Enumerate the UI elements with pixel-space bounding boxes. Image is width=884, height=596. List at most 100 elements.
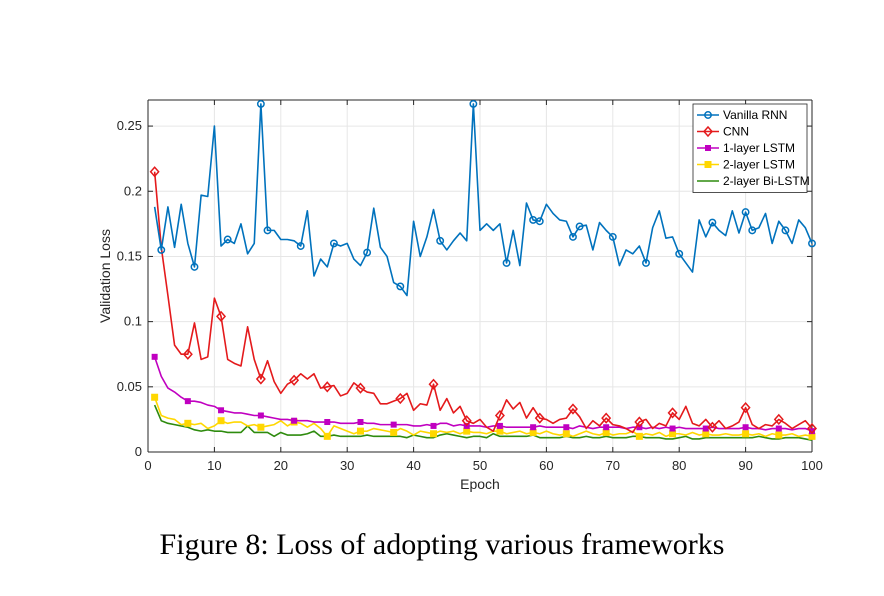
data-point <box>808 432 816 440</box>
legend-swatch-marker <box>702 125 714 138</box>
series-2-layer-bi-lstm <box>153 404 813 442</box>
y-tick-label: 0.1 <box>124 314 142 329</box>
line-chart: 0 10 20 30 40 50 60 70 80 90 100 0 0.05 0.1 0.15 0.2 0.2… <box>97 99 823 492</box>
data-point <box>707 421 718 433</box>
data-point <box>781 226 790 235</box>
data-point <box>324 419 331 426</box>
axes: 0 10 20 30 40 50 60 70 80 90 100 0 0.05 0.1 0.15 0.2 0.2… <box>117 99 823 473</box>
data-point <box>642 259 650 267</box>
series-line <box>153 356 813 432</box>
data-point <box>702 430 710 438</box>
x-tick-label: 0 <box>144 458 151 473</box>
data-point <box>428 378 439 390</box>
data-point <box>218 407 225 414</box>
data-point <box>257 412 264 419</box>
data-point <box>496 422 503 429</box>
data-point <box>569 232 577 241</box>
x-tick-label: 20 <box>274 458 288 473</box>
legend: Vanilla RNN CNN 1-layer LSTM 2-layer LSTM 2-… <box>692 103 810 193</box>
data-point <box>157 245 166 254</box>
data-point <box>496 427 504 435</box>
x-axis-label: Epoch <box>460 476 500 492</box>
x-tick-label: 10 <box>207 458 221 473</box>
series-line <box>153 171 813 434</box>
data-point <box>775 425 782 432</box>
x-tick-label: 90 <box>738 458 752 473</box>
data-point <box>356 427 364 435</box>
x-tick-label: 50 <box>473 458 487 473</box>
data-point <box>567 403 578 415</box>
x-tick-label: 60 <box>539 458 553 473</box>
data-point <box>634 416 645 428</box>
data-point <box>575 222 584 231</box>
data-point <box>808 239 816 248</box>
data-point <box>601 412 612 424</box>
data-point <box>436 236 445 245</box>
legend-item: 2-layer Bi-LSTM <box>697 174 810 188</box>
data-point <box>502 259 511 267</box>
series-2-layer-lstm <box>151 393 816 440</box>
data-point <box>494 409 505 422</box>
data-point <box>355 382 366 394</box>
data-point <box>256 99 265 108</box>
legend-item: 2-layer LSTM <box>697 158 795 172</box>
data-point <box>708 218 717 227</box>
data-point <box>529 428 537 436</box>
figure-caption: Figure 8: Loss of adopting various frame… <box>159 528 725 561</box>
series-vanilla-rnn <box>153 99 816 297</box>
data-point <box>151 393 159 401</box>
y-tick-label: 0.05 <box>117 379 142 394</box>
series-line <box>153 404 813 442</box>
legend-item: Vanilla RNN <box>697 108 787 122</box>
data-point <box>773 413 784 426</box>
data-point <box>322 381 333 393</box>
data-point <box>741 208 750 217</box>
x-tick-label: 40 <box>406 458 420 473</box>
legend-label: 2-layer LSTM <box>723 158 795 172</box>
data-point <box>263 226 272 235</box>
chart-container: 0 10 20 30 40 50 60 70 80 90 100 0 0.05 0.1 0.15 0.2 0.2… <box>97 99 823 492</box>
data-point <box>217 417 225 425</box>
x-tick-label: 100 <box>801 458 823 473</box>
data-point <box>461 415 472 427</box>
data-point <box>775 431 783 439</box>
data-point <box>257 423 265 431</box>
data-point <box>608 232 617 241</box>
data-point <box>357 419 364 426</box>
y-axis-label: Validation Loss <box>97 229 113 323</box>
series-line <box>153 103 813 297</box>
data-point <box>667 407 678 419</box>
data-point <box>395 392 406 405</box>
data-point <box>702 425 709 432</box>
data-point <box>602 428 610 436</box>
y-tick-label: 0.2 <box>124 183 142 198</box>
data-point <box>534 412 545 424</box>
data-point <box>563 424 570 431</box>
data-point <box>296 242 305 250</box>
data-point <box>603 424 610 431</box>
legend-item: CNN <box>697 125 749 139</box>
y-tick-label: 0.25 <box>117 118 142 133</box>
legend-label: 1-layer LSTM <box>723 141 795 155</box>
data-point <box>184 419 192 427</box>
series-layer <box>149 99 818 442</box>
y-tick-label: 0.15 <box>117 248 142 263</box>
data-point <box>149 166 160 178</box>
data-point <box>216 310 227 323</box>
data-point <box>669 425 676 432</box>
data-point <box>223 235 232 244</box>
legend-label: CNN <box>723 125 749 139</box>
legend-item: 1-layer LSTM <box>697 141 795 155</box>
data-point <box>151 353 158 360</box>
data-point <box>675 249 684 258</box>
data-point <box>530 424 537 431</box>
series-cnn <box>149 166 818 435</box>
legend-swatch-marker <box>704 111 712 119</box>
data-point <box>742 424 749 431</box>
data-point <box>748 226 757 235</box>
data-point <box>390 421 397 428</box>
data-point <box>289 374 300 386</box>
data-point <box>329 239 338 248</box>
data-point <box>363 248 372 257</box>
x-tick-label: 70 <box>606 458 620 473</box>
